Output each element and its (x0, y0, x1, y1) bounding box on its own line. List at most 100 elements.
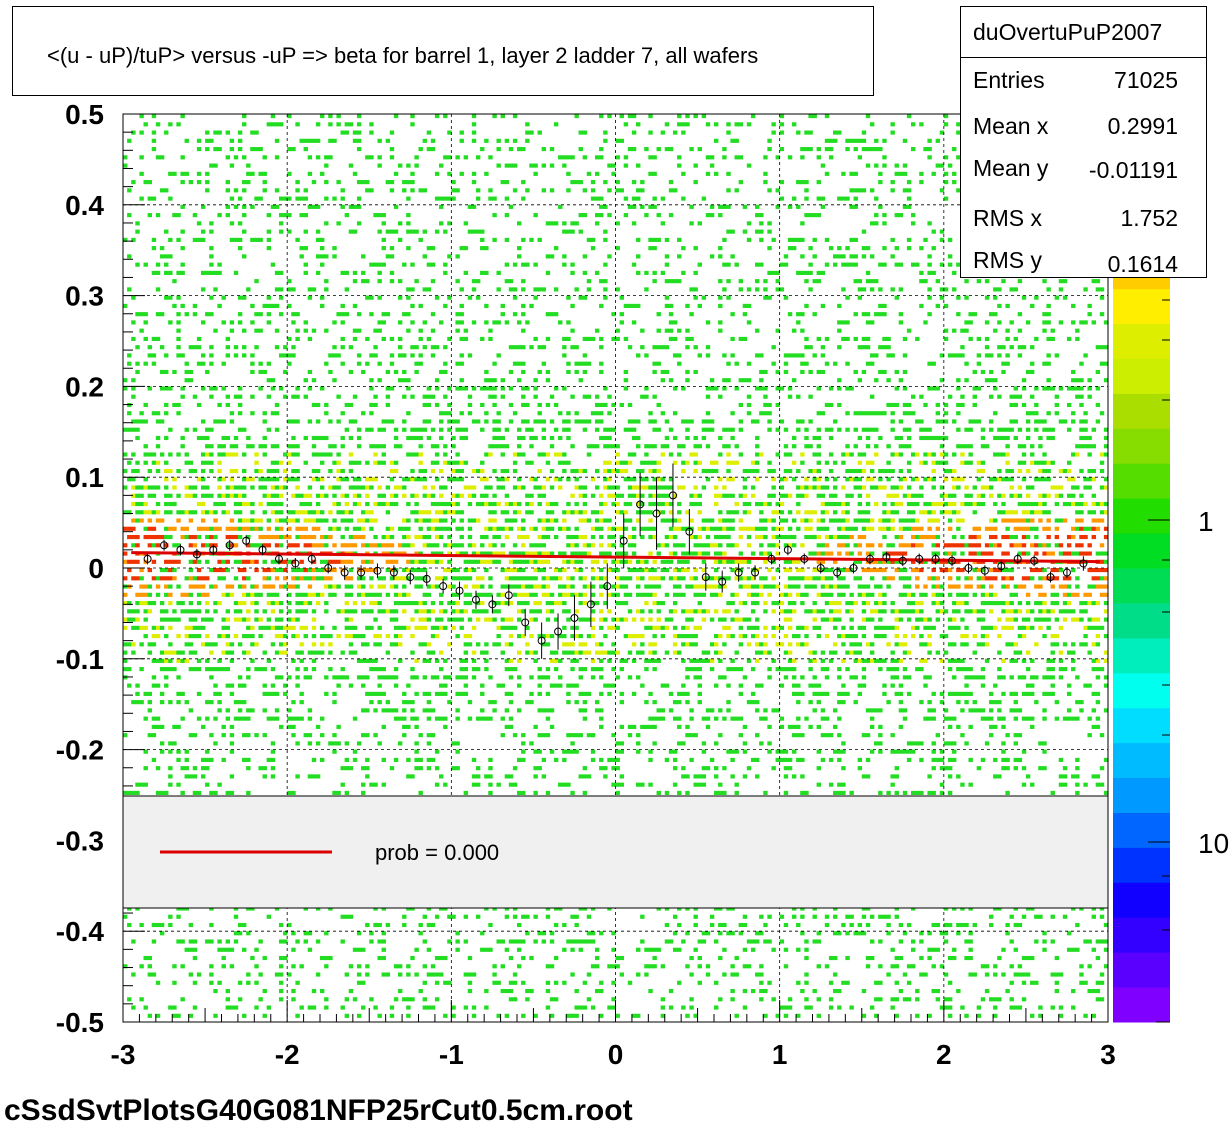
heatmap-cell (365, 427, 370, 432)
heatmap-cell (176, 634, 181, 639)
heatmap-cell (599, 147, 604, 152)
heatmap-cell (270, 534, 276, 540)
heatmap-cell (508, 518, 514, 523)
heatmap-cell (631, 493, 637, 498)
heatmap-cell (656, 345, 661, 350)
heatmap-cell (200, 229, 206, 234)
heatmap-cell (504, 468, 510, 474)
heatmap-cell (369, 312, 374, 317)
heatmap-cell (459, 526, 464, 531)
heatmap-cell (480, 270, 485, 275)
heatmap-cell (603, 584, 608, 589)
heatmap-cell (233, 237, 239, 242)
heatmap-cell (677, 485, 682, 490)
heatmap-cell (668, 501, 674, 507)
heatmap-cell (336, 460, 341, 465)
heatmap-cell (504, 617, 510, 622)
heatmap-cell (599, 336, 604, 341)
heatmap-cell (237, 997, 243, 1002)
heatmap-cell (422, 658, 427, 663)
heatmap-cell (164, 493, 169, 498)
heatmap-cell (155, 716, 161, 721)
heatmap-cell (672, 650, 678, 655)
heatmap-cell (283, 196, 288, 201)
heatmap-cell (607, 435, 612, 441)
heatmap-cell (463, 634, 469, 639)
heatmap-cell (607, 592, 612, 597)
heatmap-cell (648, 130, 653, 135)
heatmap-cell (168, 568, 173, 573)
heatmap-cell (397, 576, 403, 581)
heatmap-cell (225, 939, 230, 944)
heatmap-cell (648, 716, 653, 721)
heatmap-cell (586, 419, 592, 424)
heatmap-cell (562, 625, 567, 630)
heatmap-cell (287, 617, 292, 622)
heatmap-cell (558, 477, 563, 482)
heatmap-cell (377, 691, 382, 696)
heatmap-cell (426, 691, 432, 696)
heatmap-cell (475, 584, 481, 589)
heatmap-cell (176, 328, 181, 333)
heatmap-cell (590, 576, 596, 581)
heatmap-cell (315, 402, 321, 408)
heatmap-cell (385, 394, 391, 399)
heatmap-cell (529, 237, 534, 242)
heatmap-cell (672, 493, 678, 498)
heatmap-cell (184, 749, 189, 754)
heatmap-cell (644, 485, 649, 490)
heatmap-cell (480, 559, 485, 564)
heatmap-cell (484, 303, 489, 308)
heatmap-cell (135, 592, 140, 597)
heatmap-cell (147, 526, 153, 531)
heatmap-cell (340, 270, 345, 275)
heatmap-cell (410, 345, 415, 350)
heatmap-cell (348, 568, 354, 573)
heatmap-cell (590, 757, 596, 762)
heatmap-cell (311, 328, 317, 333)
heatmap-cell (287, 213, 292, 218)
heatmap-cell (644, 147, 649, 152)
heatmap-cell (484, 477, 489, 482)
heatmap-cell (656, 658, 661, 663)
heatmap-cell (652, 485, 657, 490)
heatmap-cell (233, 601, 239, 606)
heatmap-cell (508, 345, 514, 350)
heatmap-cell (467, 411, 473, 416)
heatmap-cell (615, 675, 620, 680)
heatmap-cell (344, 972, 350, 977)
heatmap-cell (640, 180, 645, 185)
heatmap-cell (176, 584, 181, 589)
heatmap-cell (545, 270, 551, 275)
heatmap-cell (217, 213, 222, 218)
heatmap-cell (562, 510, 567, 515)
heatmap-cell (467, 204, 473, 209)
heatmap-cell (209, 345, 214, 350)
heatmap-cell (381, 452, 386, 457)
heatmap-cell (393, 592, 399, 597)
heatmap-cell (648, 749, 653, 754)
heatmap-cell (143, 584, 148, 589)
heatmap-cell (668, 303, 674, 308)
heatmap-cell (295, 534, 300, 540)
heatmap-cell (159, 419, 165, 424)
heatmap-cell (574, 419, 579, 424)
heatmap-cell (685, 609, 690, 614)
heatmap-cell (352, 279, 358, 284)
heatmap-cell (274, 444, 280, 449)
heatmap-cell (582, 254, 588, 259)
heatmap-cell (426, 402, 432, 408)
heatmap-cell (205, 757, 210, 762)
heatmap-cell (418, 336, 423, 341)
heatmap-cell (517, 246, 522, 251)
heatmap-cell (192, 534, 198, 540)
heatmap-cell (570, 328, 575, 333)
heatmap-cell (307, 716, 313, 721)
heatmap-cell (418, 766, 423, 771)
heatmap-cell (426, 526, 432, 531)
heatmap-cell (529, 435, 534, 441)
heatmap-cell (164, 477, 169, 482)
heatmap-cell (463, 642, 469, 647)
heatmap-cell (623, 601, 629, 606)
heatmap-cell (570, 262, 575, 267)
